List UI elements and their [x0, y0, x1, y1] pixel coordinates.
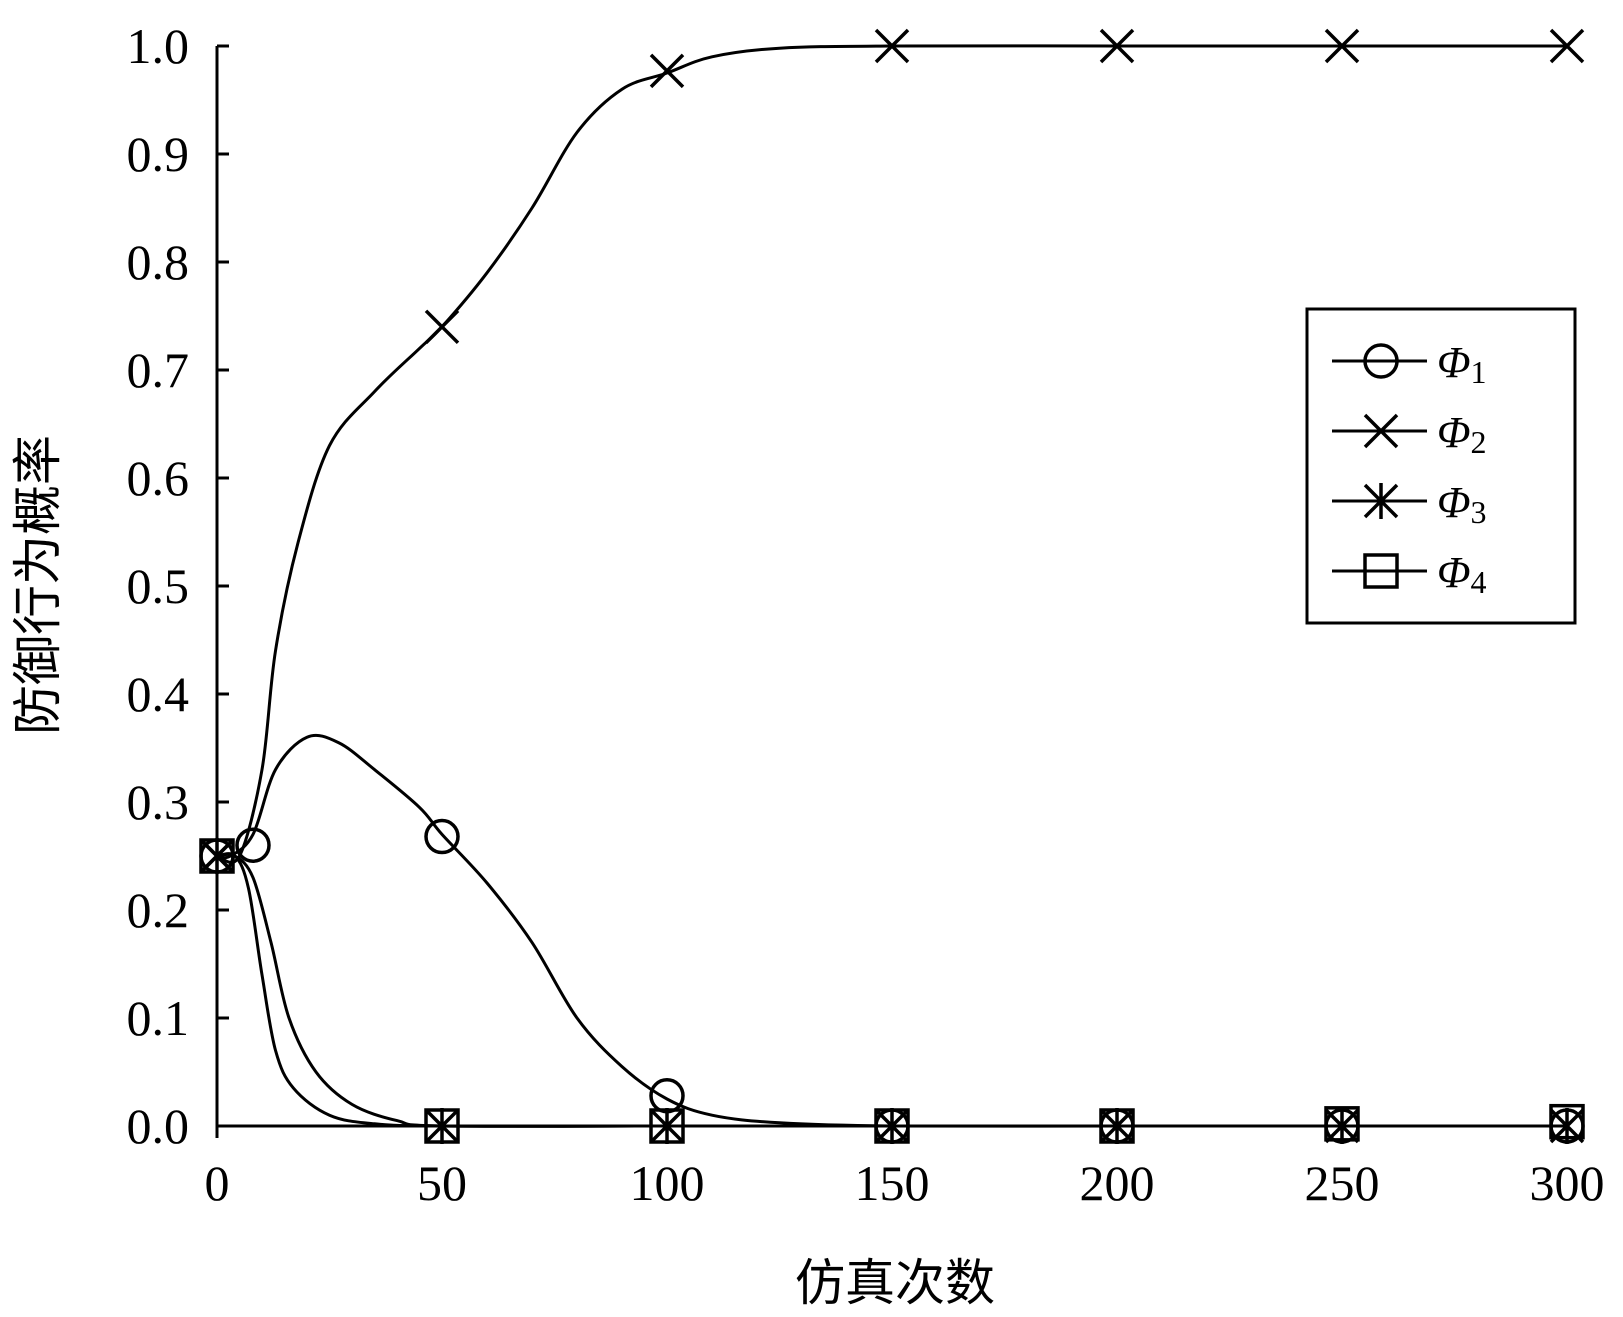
x-tick-label: 150	[855, 1155, 930, 1211]
marker-shape	[235, 827, 271, 863]
axes: 0.0 0.1 0.2 0.3 0.4 0.5 0.6 0.7 0.8 0.9 1.0 0 50 100 1…	[127, 18, 1605, 1211]
marker-shape	[649, 1108, 685, 1144]
x-tick-label: 200	[1080, 1155, 1155, 1211]
marker-shape	[1324, 1106, 1360, 1142]
x-axis-title: 仿真次数	[795, 1255, 995, 1311]
marker-phi2	[1099, 28, 1135, 64]
y-tick-label: 1.0	[127, 18, 190, 74]
marker-shape	[1363, 413, 1399, 449]
marker-phi4	[1324, 1106, 1360, 1142]
marker-shape	[424, 1108, 460, 1144]
y-tick-label: 0.2	[127, 882, 190, 938]
x-tick-label: 100	[630, 1155, 705, 1211]
marker-shape	[1324, 28, 1360, 64]
legend-subscript: 4	[1471, 564, 1487, 600]
legend-item-phi3: Φ3	[1332, 478, 1487, 530]
legend-symbol: Φ	[1437, 408, 1471, 457]
marker-phi4	[1549, 1103, 1585, 1140]
marker-phi2	[424, 309, 460, 345]
legend-item-phi1: Φ1	[1332, 338, 1487, 390]
marker-phi3	[424, 1108, 460, 1144]
series-line-phi1	[216, 733, 1567, 1128]
legend-item-phi2: Φ2	[1332, 408, 1487, 460]
y-tick-label: 0.7	[127, 342, 190, 398]
x-tick-label: 50	[417, 1155, 467, 1211]
marker-shape	[424, 818, 460, 855]
series-line-phi3	[216, 852, 1567, 1128]
marker-shape	[1099, 28, 1135, 64]
x-tick-label: 300	[1530, 1155, 1605, 1211]
marker-shape	[1099, 1108, 1135, 1144]
marker-shape	[424, 309, 460, 345]
marker-phi2	[1549, 28, 1585, 64]
marker-shape	[1363, 553, 1399, 589]
marker-phi4	[874, 1108, 910, 1144]
marker-shape	[1363, 343, 1399, 379]
series-line-phi2	[216, 44, 1567, 864]
y-tick-label: 0.4	[127, 666, 190, 722]
legend-item-phi4: Φ4	[1332, 548, 1487, 600]
legend-label: Φ4	[1437, 548, 1487, 600]
y-tick-label: 0.6	[127, 450, 190, 506]
legend-label: Φ3	[1437, 478, 1487, 530]
legend-label: Φ1	[1437, 338, 1487, 390]
legend-symbol: Φ	[1437, 338, 1471, 387]
y-tick-label: 0.5	[127, 558, 190, 614]
legend-symbol: Φ	[1437, 548, 1471, 597]
legend-marker	[1363, 553, 1399, 589]
marker-shape	[649, 1078, 685, 1114]
marker-shape	[199, 838, 235, 874]
y-tick-label: 0.8	[127, 234, 190, 290]
y-tick-label: 0.3	[127, 774, 190, 830]
x-tick-label: 250	[1305, 1155, 1380, 1211]
y-tick-label: 0.0	[127, 1098, 190, 1154]
marker-phi2	[649, 53, 685, 89]
marker-phi3	[1099, 1108, 1135, 1144]
legend-symbol: Φ	[1437, 478, 1471, 527]
marker-phi4	[649, 1108, 685, 1144]
marker-shape	[1363, 483, 1399, 519]
marker-shape	[874, 28, 910, 64]
marker-shape	[874, 1108, 910, 1144]
marker-phi3	[874, 1108, 910, 1144]
x-tick-label: 0	[205, 1155, 230, 1211]
legend-marker	[1363, 413, 1399, 449]
marker-phi1	[235, 827, 271, 863]
marker-phi3	[1324, 1108, 1360, 1144]
marker-shape	[199, 838, 235, 874]
marker-shape	[424, 1108, 460, 1144]
marker-phi1	[649, 1078, 685, 1114]
marker-shape	[649, 1108, 685, 1144]
series-line-phi4	[216, 852, 1567, 1128]
y-tick-label: 0.9	[127, 126, 190, 182]
legend-marker	[1363, 343, 1399, 379]
marker-shape	[1099, 1108, 1135, 1144]
legend-subscript: 1	[1471, 354, 1487, 390]
marker-shape	[649, 53, 685, 89]
marker-shape	[1549, 1103, 1585, 1140]
marker-phi3	[199, 838, 235, 874]
marker-shape	[1324, 1108, 1360, 1144]
y-axis-title: 防御行为概率	[10, 435, 66, 735]
marker-phi3	[649, 1108, 685, 1144]
marker-shape	[874, 1108, 910, 1144]
marker-phi4	[1099, 1108, 1135, 1144]
marker-shape	[1549, 28, 1585, 64]
marker-phi2	[1324, 28, 1360, 64]
legend-subscript: 2	[1471, 424, 1487, 460]
legend-marker	[1363, 483, 1399, 519]
marker-phi4	[424, 1108, 460, 1144]
marker-phi4	[199, 838, 235, 874]
markers-layer	[199, 28, 1585, 1144]
marker-phi1	[424, 818, 460, 855]
marker-phi2	[874, 28, 910, 64]
y-tick-label: 0.1	[127, 990, 190, 1046]
legend-label: Φ2	[1437, 408, 1487, 460]
legend-subscript: 3	[1471, 494, 1487, 530]
